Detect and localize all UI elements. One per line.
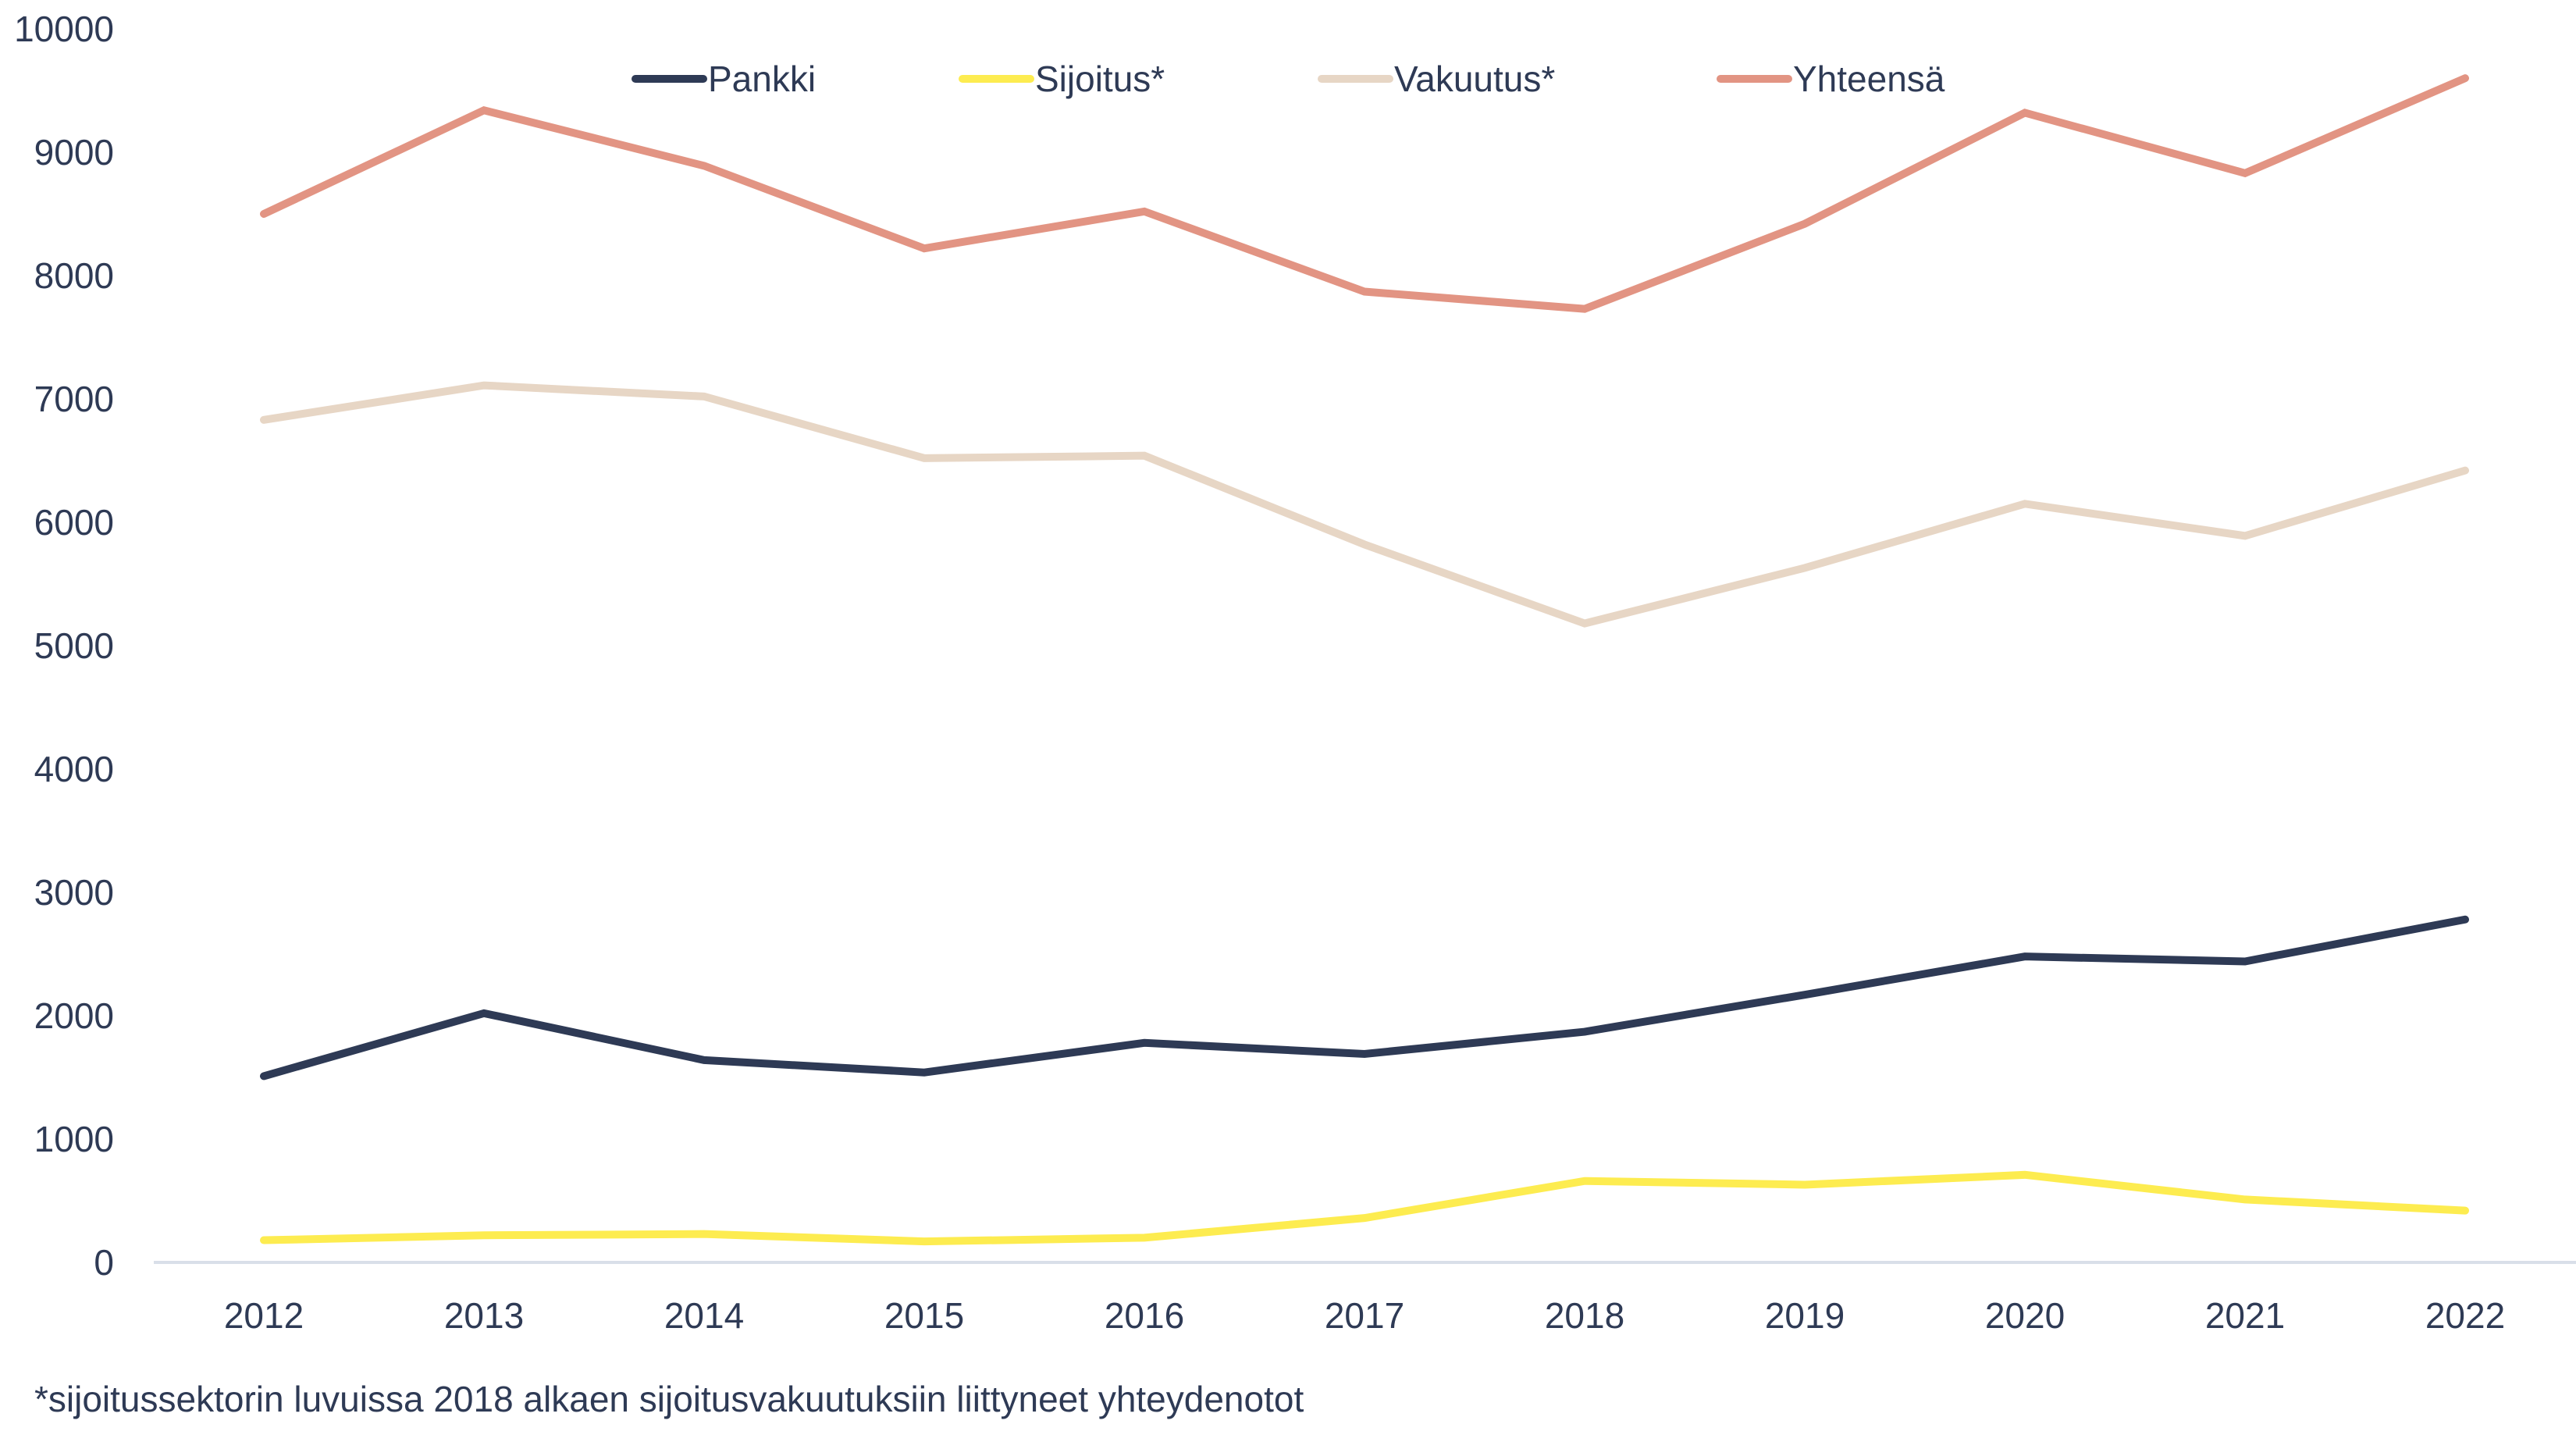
- x-tick-label: 2018: [1545, 1295, 1624, 1336]
- y-tick-label: 6000: [34, 502, 114, 543]
- data-point: [2241, 957, 2249, 965]
- x-tick-label: 2019: [1765, 1295, 1845, 1336]
- data-point: [1801, 220, 1809, 228]
- x-tick-label: 2015: [884, 1295, 964, 1336]
- y-tick-label: 10000: [14, 9, 114, 49]
- y-tick-label: 5000: [34, 625, 114, 666]
- data-point: [480, 1231, 488, 1239]
- footnote: *sijoitussektorin luvuissa 2018 alkaen s…: [34, 1379, 1304, 1419]
- data-point: [480, 1009, 488, 1017]
- x-tick-label: 2021: [2205, 1295, 2285, 1336]
- data-point: [2021, 1171, 2029, 1179]
- y-tick-label: 1000: [34, 1119, 114, 1159]
- data-point: [700, 1230, 708, 1238]
- x-axis-ticks: 2012 2013 2014 2015 2016 2017 2018 2019 2020 2021…: [224, 1295, 2505, 1336]
- legend-item: Vakuutus*: [1318, 59, 1555, 99]
- y-tick-label: 3000: [34, 872, 114, 913]
- data-point: [260, 1072, 268, 1080]
- data-point: [700, 393, 708, 401]
- data-point: [2461, 916, 2469, 924]
- y-tick-label: 4000: [34, 749, 114, 789]
- legend-item: Pankki: [632, 59, 816, 99]
- data-point: [920, 1237, 928, 1245]
- data-point: [1140, 452, 1148, 460]
- data-point: [1140, 208, 1148, 215]
- data-point: [2241, 1195, 2249, 1203]
- data-point: [700, 162, 708, 169]
- series-line-vakuutus: [260, 381, 2469, 628]
- x-tick-label: 2020: [1985, 1295, 2065, 1336]
- x-tick-label: 2013: [444, 1295, 524, 1336]
- data-point: [1140, 1039, 1148, 1047]
- legend-label: Pankki: [708, 59, 816, 99]
- data-point: [260, 210, 268, 218]
- data-point: [700, 1056, 708, 1064]
- data-point: [2241, 169, 2249, 177]
- legend-label: Sijoitus*: [1035, 59, 1165, 99]
- data-point: [1361, 1050, 1368, 1058]
- data-point: [1361, 288, 1368, 296]
- data-point: [1140, 1234, 1148, 1241]
- legend-item: Yhteensä: [1717, 59, 1945, 99]
- data-point: [260, 416, 268, 424]
- x-tick-label: 2022: [2425, 1295, 2505, 1336]
- data-point: [2241, 532, 2249, 539]
- y-tick-label: 7000: [34, 379, 114, 419]
- x-tick-label: 2016: [1105, 1295, 1184, 1336]
- y-tick-label: 2000: [34, 995, 114, 1036]
- legend: Pankki Sijoitus* Vakuutus* Yhteensä: [632, 59, 1945, 99]
- data-point: [2021, 952, 2029, 960]
- y-tick-label: 8000: [34, 255, 114, 296]
- data-point: [1361, 540, 1368, 548]
- data-point: [2021, 109, 2029, 116]
- y-axis-ticks: 0 1000 2000 3000 4000 5000 6000 7000 8000 9000 100…: [14, 9, 114, 1283]
- data-point: [1581, 305, 1589, 313]
- data-point: [1801, 564, 1809, 571]
- data-point: [260, 1237, 268, 1244]
- data-point: [480, 106, 488, 114]
- series-line-yhteensä: [260, 74, 2469, 313]
- data-point: [920, 454, 928, 462]
- data-point: [1581, 1028, 1589, 1036]
- data-point: [1361, 1214, 1368, 1222]
- data-point: [1801, 1180, 1809, 1188]
- data-point: [920, 1069, 928, 1077]
- legend-label: Yhteensä: [1793, 59, 1945, 99]
- data-point: [480, 382, 488, 390]
- series-lines: [260, 74, 2469, 1246]
- legend-item: Sijoitus*: [959, 59, 1165, 99]
- legend-label: Vakuutus*: [1394, 59, 1555, 99]
- y-tick-label: 0: [94, 1242, 114, 1283]
- data-point: [920, 244, 928, 252]
- data-point: [1581, 1177, 1589, 1185]
- data-point: [1581, 620, 1589, 628]
- x-tick-label: 2017: [1325, 1295, 1404, 1336]
- data-point: [2021, 500, 2029, 507]
- data-point: [2461, 1207, 2469, 1215]
- series-line-sijoitus: [260, 1170, 2469, 1246]
- series-line-pankki: [260, 915, 2469, 1081]
- y-tick-label: 9000: [34, 132, 114, 173]
- data-point: [2461, 74, 2469, 82]
- x-tick-label: 2014: [664, 1295, 744, 1336]
- data-point: [2461, 467, 2469, 475]
- x-tick-label: 2012: [224, 1295, 304, 1336]
- data-point: [1801, 991, 1809, 999]
